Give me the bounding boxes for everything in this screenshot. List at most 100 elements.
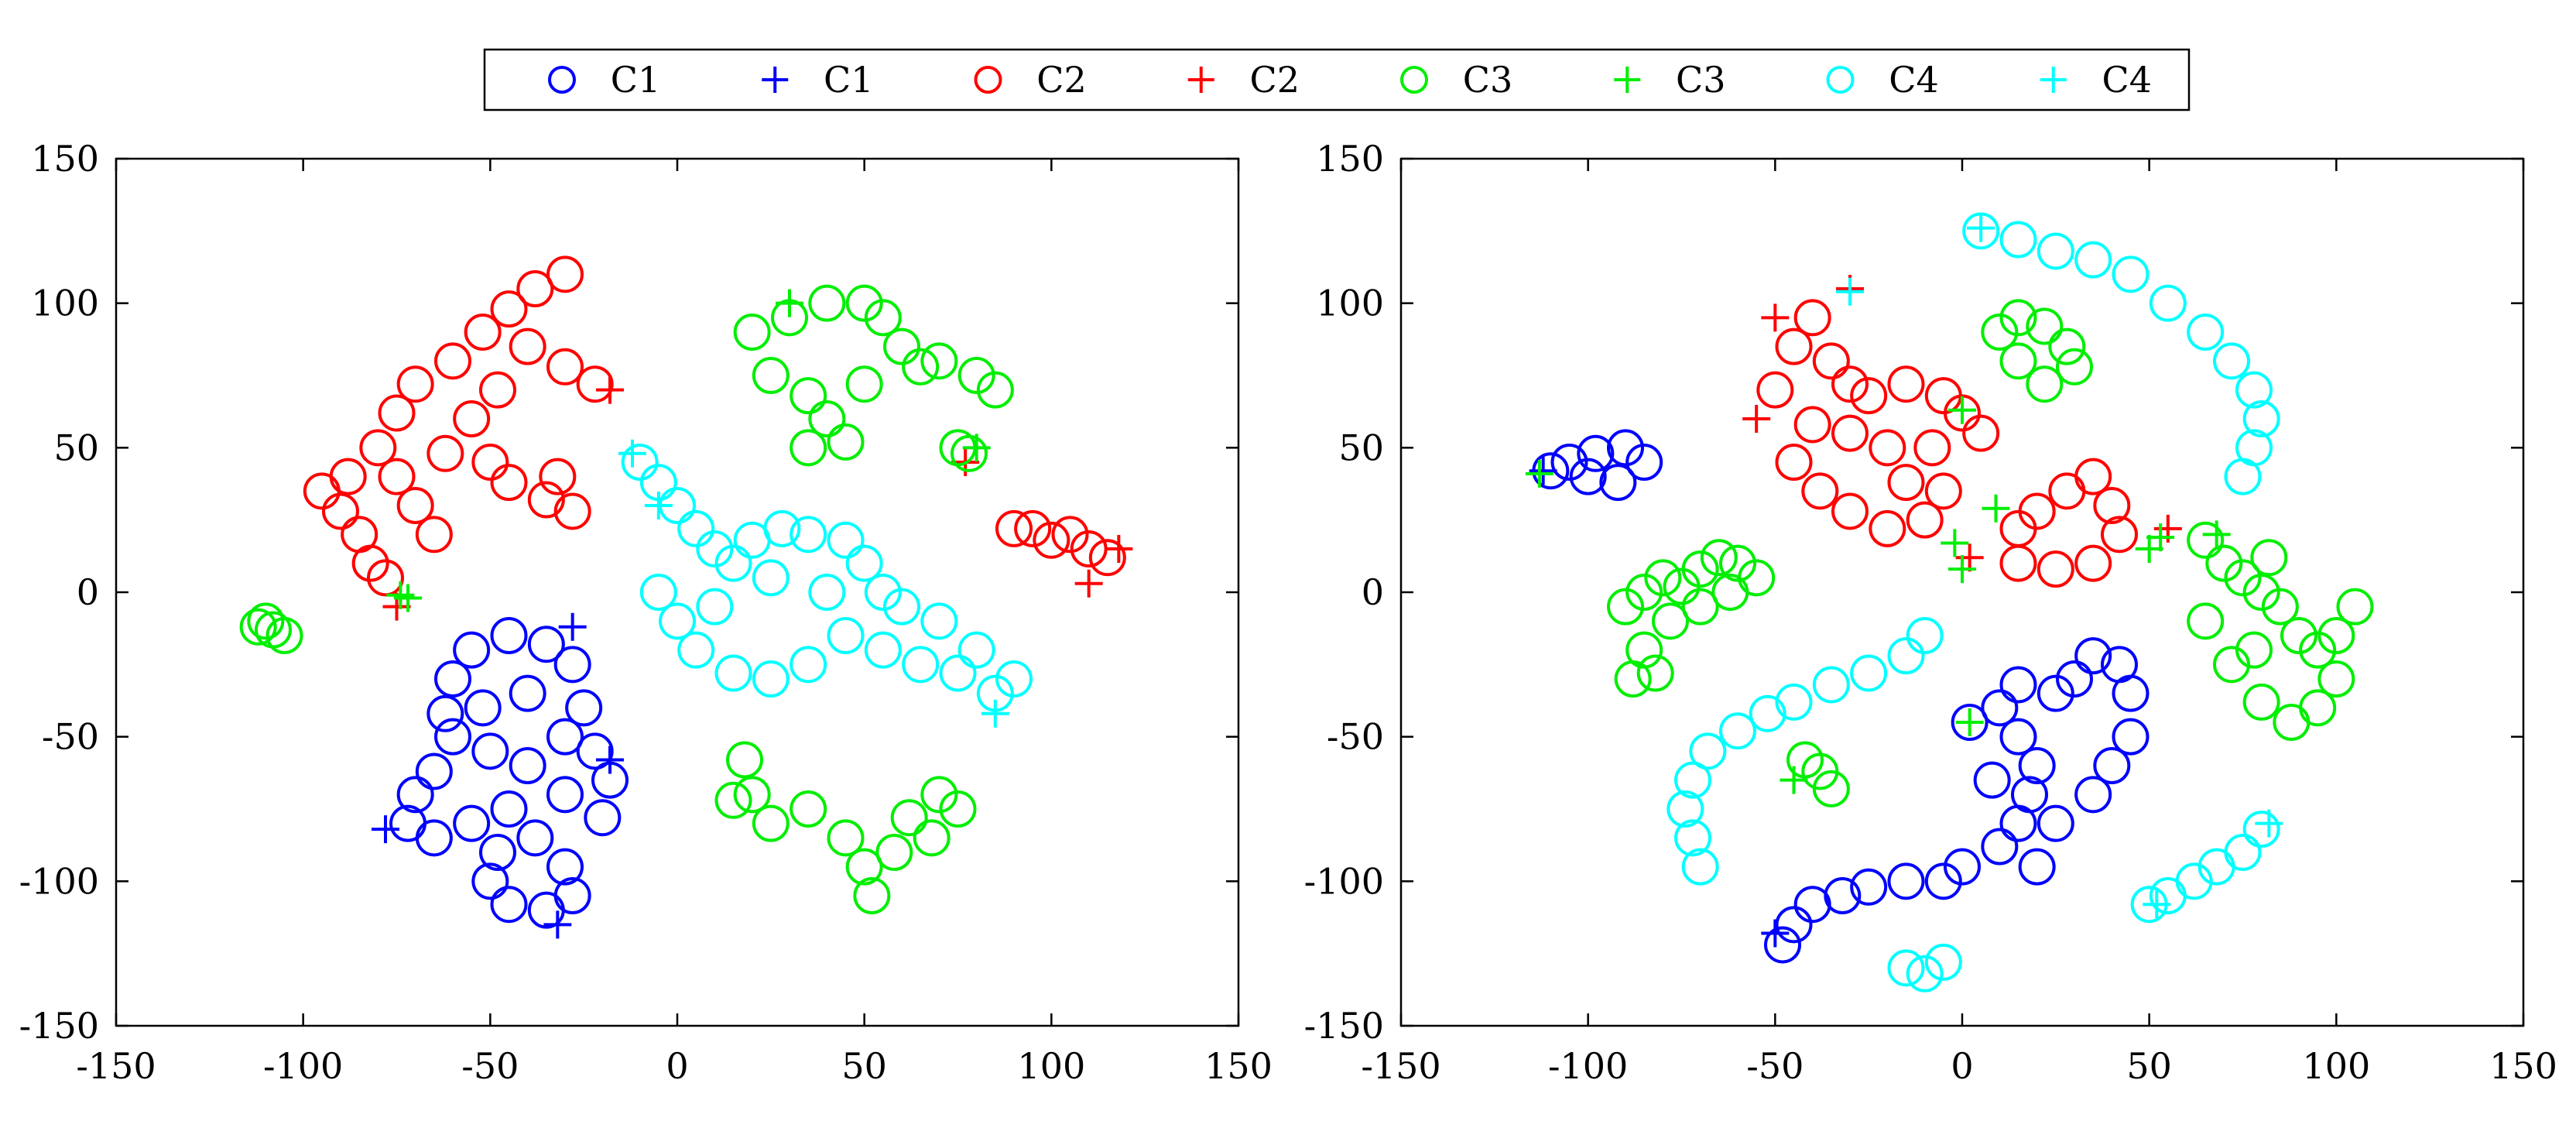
point-c2-circle bbox=[546, 348, 584, 386]
legend-label-4: C3 bbox=[1463, 59, 1512, 101]
point-c3-circle bbox=[1999, 342, 2037, 380]
point-c3-circle bbox=[902, 348, 940, 386]
series-c1-plus bbox=[372, 612, 624, 939]
point-c4-circle bbox=[2224, 458, 2262, 495]
point-c4-circle bbox=[714, 544, 752, 582]
point-c2-circle bbox=[2074, 458, 2112, 495]
point-c2-circle bbox=[1793, 299, 1831, 337]
point-c1-circle bbox=[2056, 660, 2093, 698]
point-c3-circle bbox=[2213, 646, 2250, 684]
point-c4-circle bbox=[677, 631, 715, 669]
point-c3-circle bbox=[2317, 617, 2355, 654]
point-c3-circle bbox=[864, 299, 902, 337]
point-c1-circle bbox=[1625, 444, 1663, 481]
point-c3-circle bbox=[1711, 574, 1749, 611]
point-c3-circle bbox=[913, 819, 951, 857]
point-c1-circle bbox=[396, 776, 434, 814]
legend-label-3: C2 bbox=[1250, 59, 1300, 101]
point-c4-circle bbox=[2242, 811, 2280, 848]
point-c2-circle bbox=[1869, 509, 1906, 547]
point-c3-circle bbox=[1607, 588, 1644, 626]
point-c3-circle bbox=[845, 365, 883, 403]
point-c3-circle bbox=[2026, 365, 2064, 403]
point-c2-circle bbox=[322, 492, 359, 530]
point-c4-circle bbox=[883, 588, 920, 626]
point-c2-circle bbox=[2018, 492, 2056, 530]
point-c1-circle bbox=[490, 790, 528, 828]
point-c4-circle bbox=[1674, 819, 1711, 857]
series-c3-circle bbox=[239, 284, 1014, 914]
point-c3-circle bbox=[1636, 654, 1674, 692]
point-c2-circle bbox=[490, 464, 528, 502]
y-tick-label: 150 bbox=[31, 138, 99, 180]
point-c3-circle bbox=[1812, 770, 1850, 807]
legend-label-0: C1 bbox=[611, 59, 660, 101]
point-c2-circle bbox=[1944, 394, 1981, 432]
point-c3-circle bbox=[790, 377, 827, 415]
series-c3-plus bbox=[386, 289, 991, 612]
point-c1-circle bbox=[546, 718, 584, 756]
point-c3-circle bbox=[951, 434, 988, 472]
x-tick-label: -100 bbox=[1548, 1045, 1628, 1087]
point-c3-plus bbox=[2146, 523, 2175, 552]
x-tick-label: 100 bbox=[1017, 1045, 1085, 1087]
point-c2-circle bbox=[1051, 516, 1089, 554]
point-c4-circle bbox=[1812, 666, 1850, 704]
point-c1-circle bbox=[1577, 434, 1615, 472]
point-c1-plus bbox=[596, 746, 624, 774]
point-c2-circle bbox=[1924, 472, 1962, 510]
point-c1-circle bbox=[546, 776, 584, 814]
point-c1-circle bbox=[2074, 776, 2112, 814]
point-c4-circle bbox=[639, 574, 677, 611]
point-c2-circle bbox=[546, 255, 584, 293]
point-c1-circle bbox=[471, 862, 509, 900]
points-layer bbox=[1525, 212, 2374, 992]
point-c2-circle bbox=[367, 559, 404, 597]
point-c4-plus bbox=[2255, 809, 2283, 838]
point-c2-circle bbox=[351, 544, 389, 582]
point-c4-circle bbox=[2036, 232, 2074, 270]
x-tick-label: -100 bbox=[263, 1045, 343, 1087]
point-c3-circle bbox=[790, 429, 827, 467]
point-c1-circle bbox=[490, 886, 528, 924]
point-c2-circle bbox=[1831, 365, 1869, 403]
point-c3-circle bbox=[2056, 348, 2093, 386]
point-c2-circle bbox=[1887, 464, 1925, 502]
point-c4-circle bbox=[864, 574, 902, 611]
point-c3-circle bbox=[1719, 544, 1756, 582]
point-c2-circle bbox=[426, 434, 464, 472]
y-tick-label: -100 bbox=[19, 860, 99, 902]
x-tick-label: -150 bbox=[1361, 1045, 1440, 1087]
point-c4-circle bbox=[696, 530, 734, 567]
legend-plus-marker-c4 bbox=[2040, 67, 2067, 93]
left-scatter-panel: -150 -100 -50 0 50 100 150 150 100 50 0 -50 -100 -150 bbox=[19, 138, 1273, 1087]
point-c1-circle bbox=[479, 834, 516, 871]
point-c3-plus bbox=[1525, 459, 1553, 488]
point-c4-circle bbox=[2242, 400, 2280, 437]
point-c4-circle bbox=[2235, 371, 2273, 409]
point-c3-circle bbox=[920, 776, 958, 814]
point-c1-circle bbox=[1824, 877, 1862, 914]
y-tick-label: 50 bbox=[1338, 427, 1384, 468]
point-c2-circle bbox=[1793, 406, 1831, 444]
point-c4-circle bbox=[1681, 848, 1719, 886]
point-c2-circle bbox=[415, 516, 453, 554]
point-c4-circle bbox=[1999, 221, 2037, 259]
point-c2-circle bbox=[576, 365, 614, 403]
point-c4-circle bbox=[2175, 862, 2213, 900]
point-c2-circle bbox=[1014, 509, 1052, 547]
point-c3-circle bbox=[2317, 660, 2355, 698]
point-c2-circle bbox=[527, 481, 565, 519]
point-c2-circle bbox=[329, 458, 367, 495]
point-c1-circle bbox=[516, 819, 554, 857]
point-c1-circle bbox=[509, 674, 546, 712]
point-c4-circle bbox=[827, 521, 865, 559]
legend-label-1: C1 bbox=[824, 59, 873, 101]
point-c1-circle bbox=[453, 631, 491, 669]
point-c4-circle bbox=[1749, 694, 1786, 732]
point-c3-circle bbox=[790, 790, 827, 828]
point-c1-circle bbox=[1944, 848, 1981, 886]
point-c1-circle bbox=[471, 732, 509, 770]
point-c3-circle bbox=[976, 371, 1014, 409]
